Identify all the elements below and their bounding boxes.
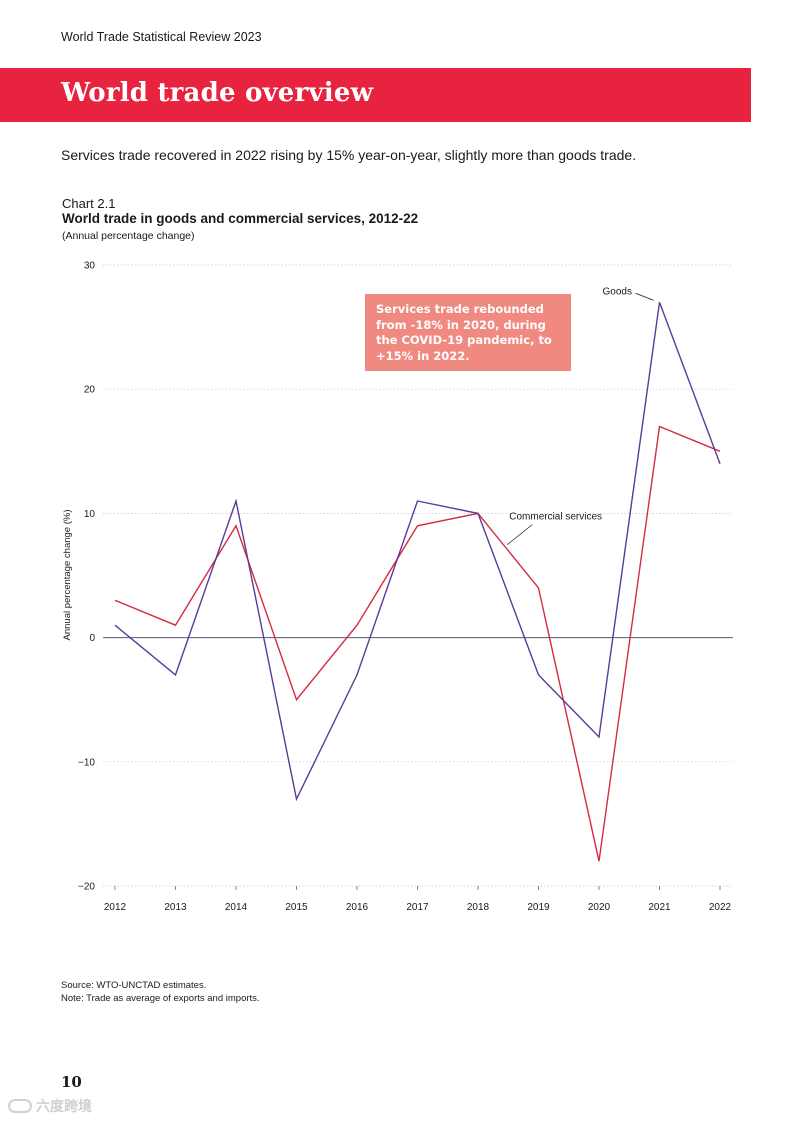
x-tick-label: 2012 <box>104 902 127 913</box>
x-tick-label: 2016 <box>346 902 369 913</box>
x-tick-label: 2014 <box>225 902 248 913</box>
chart-number: Chart 2.1 <box>62 196 116 211</box>
y-tick-label: 0 <box>89 633 95 644</box>
watermark: 六度跨境 <box>8 1096 92 1116</box>
x-tick-label: 2013 <box>164 902 187 913</box>
chart-callout: Services trade rebounded from -18% in 20… <box>365 294 571 371</box>
source-note: Source: WTO-UNCTAD estimates. <box>61 980 207 991</box>
chart-title: World trade in goods and commercial serv… <box>62 211 419 226</box>
x-tick-label: 2018 <box>467 902 490 913</box>
y-tick-label: −10 <box>78 757 95 768</box>
section-banner <box>0 68 751 122</box>
page-number: 10 <box>61 1073 82 1091</box>
watermark-text: 六度跨境 <box>36 1098 92 1114</box>
y-axis-label: Annual percentage change (%) <box>62 510 73 641</box>
running-header: World Trade Statistical Review 2023 <box>61 30 262 44</box>
series-label-goods: Goods <box>603 286 632 297</box>
series-label-commercial-services: Commercial services <box>509 512 602 523</box>
y-tick-label: −20 <box>78 882 95 893</box>
series-line-commercial-services <box>114 425 721 862</box>
services-leader-line <box>507 524 533 545</box>
y-tick-label: 30 <box>84 261 96 272</box>
x-tick-label: 2015 <box>285 902 308 913</box>
y-tick-label: 20 <box>84 385 96 396</box>
y-tick-label: 10 <box>84 509 96 520</box>
x-tick-label: 2017 <box>406 902 429 913</box>
x-tick-label: 2022 <box>709 902 732 913</box>
x-tick-label: 2020 <box>588 902 611 913</box>
series-line-goods <box>114 302 721 802</box>
chart-subtitle: (Annual percentage change) <box>62 230 195 242</box>
methodology-note: Note: Trade as average of exports and im… <box>61 993 260 1004</box>
section-title: World trade overview <box>61 78 374 108</box>
watermark-logo-icon <box>8 1099 32 1113</box>
x-tick-label: 2019 <box>527 902 550 913</box>
x-tick-label: 2021 <box>648 902 671 913</box>
lead-paragraph: Services trade recovered in 2022 rising … <box>61 147 637 163</box>
goods-leader-line <box>635 292 654 301</box>
